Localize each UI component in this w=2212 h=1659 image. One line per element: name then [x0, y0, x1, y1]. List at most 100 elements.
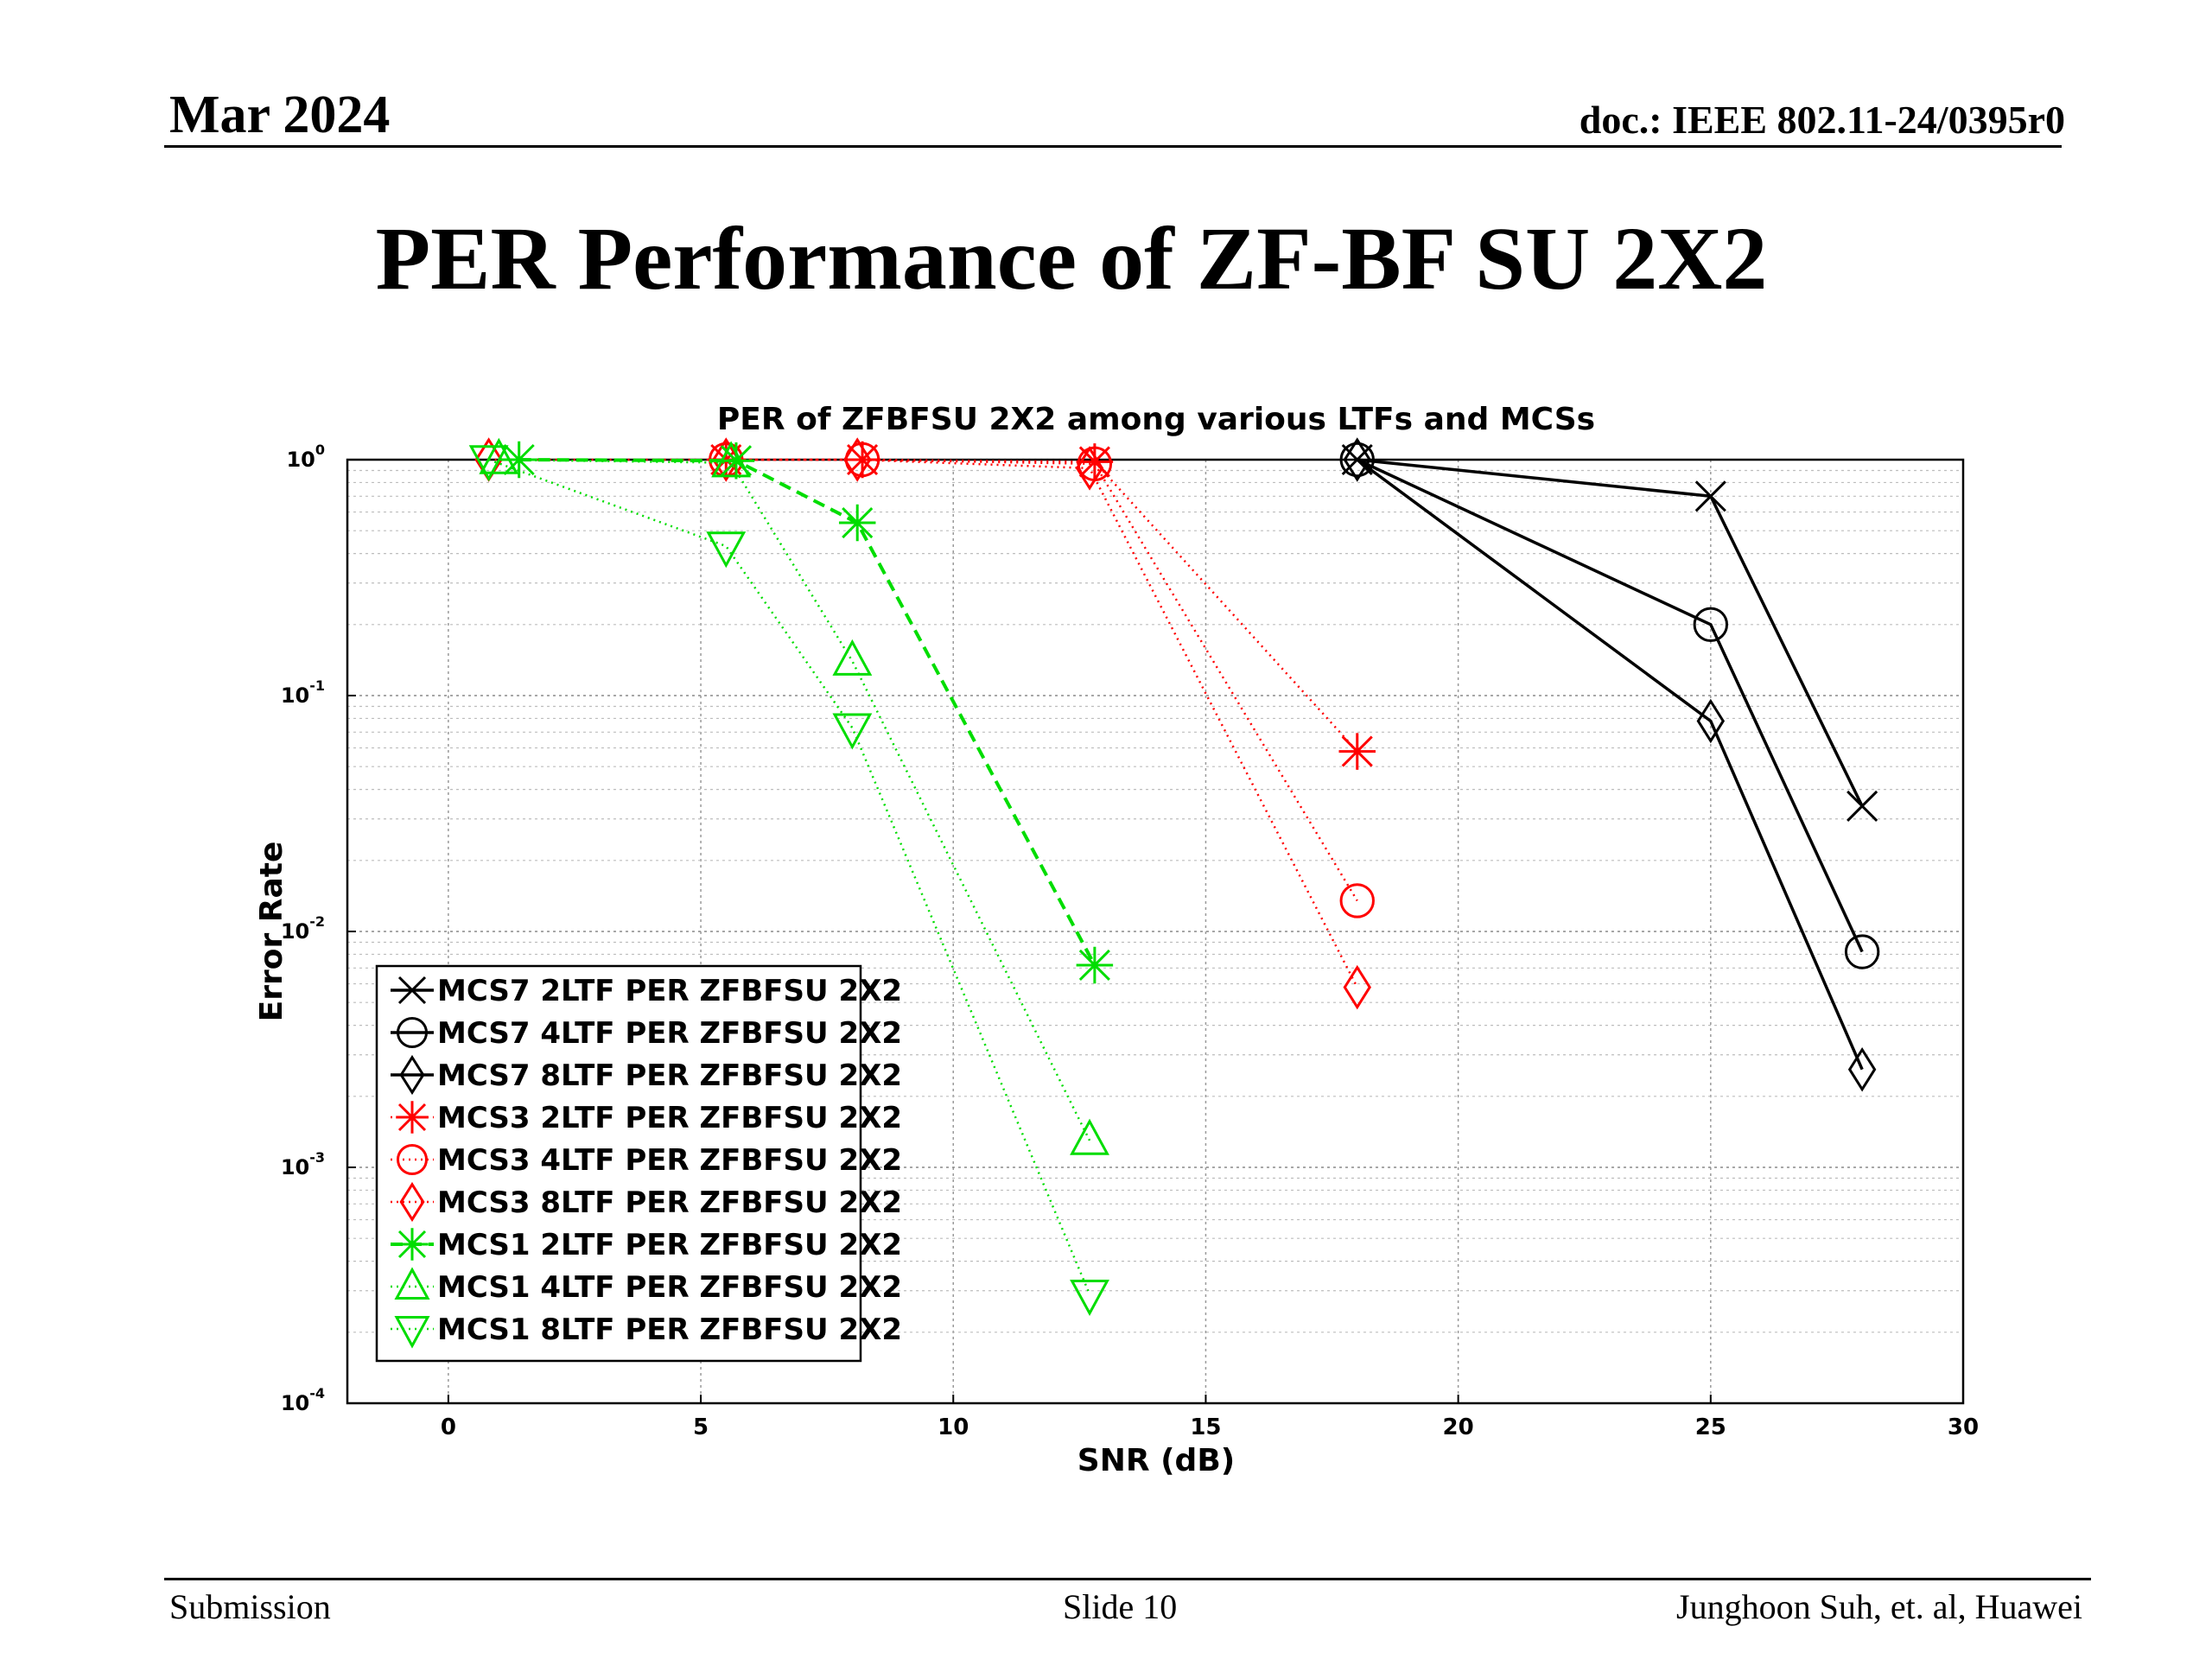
- series-line: [726, 458, 1358, 902]
- data-point: [1693, 607, 1729, 643]
- series-1: [1341, 443, 1878, 822]
- data-point: [1696, 698, 1726, 744]
- data-point: [1844, 934, 1880, 969]
- y-tick-exponent: 0: [315, 442, 325, 458]
- legend-entry: MCS3 2LTF PER ZFBFSU 2X2: [391, 1101, 902, 1135]
- y-tick-exponent: -3: [309, 1149, 325, 1166]
- y-tick-label: 10-1: [281, 677, 325, 708]
- series-2: [1339, 442, 1880, 969]
- footer-slide-number: Slide 10: [1063, 1587, 1178, 1626]
- marker-circle: [397, 1144, 428, 1175]
- y-tick-exponent: -2: [309, 913, 325, 930]
- legend-entry: MCS7 4LTF PER ZFBFSU 2X2: [391, 1016, 902, 1051]
- header-date: Mar 2024: [169, 86, 391, 144]
- legend-entry: MCS7 2LTF PER ZFBFSU 2X2: [391, 974, 902, 1008]
- series-line: [1357, 458, 1864, 807]
- legend-label: MCS3 8LTF PER ZFBFSU 2X2: [437, 1185, 902, 1220]
- marker-circle: [1844, 934, 1880, 969]
- series-line: [488, 458, 1091, 1295]
- data-point: [842, 437, 872, 482]
- series-3: [1343, 437, 1877, 1092]
- marker-diamond: [1696, 698, 1726, 744]
- data-point: [1338, 733, 1376, 770]
- legend-label: MCS1 4LTF PER ZFBFSU 2X2: [437, 1270, 902, 1305]
- marker-triangle-down: [1070, 1279, 1109, 1317]
- legend: MCS7 2LTF PER ZFBFSU 2X2 MCS7 4LTF PER ZF…: [375, 964, 902, 1363]
- footer-divider: [164, 1578, 2091, 1580]
- marker-x: [1847, 790, 1878, 822]
- marker-triangle-down: [706, 531, 747, 569]
- y-tick-label: 10-4: [281, 1385, 325, 1415]
- y-tick-exponent: -1: [309, 677, 325, 694]
- series-line: [488, 458, 1358, 988]
- data-point: [1847, 790, 1878, 822]
- footer-submission: Submission: [169, 1587, 331, 1626]
- data-point: [843, 441, 881, 479]
- y-tick-exponent: -4: [309, 1385, 325, 1402]
- data-point: [1076, 443, 1114, 480]
- footer-author: Junghoon Suh, et. al, Huawei: [1676, 1587, 2082, 1626]
- series-4: [708, 441, 1376, 770]
- x-tick-label: 15: [1190, 1414, 1221, 1440]
- series-6: [474, 437, 1371, 1010]
- marker-circle: [1339, 442, 1375, 478]
- marker-diamond: [1343, 437, 1371, 482]
- data-point: [712, 437, 741, 482]
- data-point: [1070, 1118, 1109, 1155]
- series-line: [518, 458, 1096, 966]
- marker-star: [500, 441, 537, 479]
- series-line: [1357, 458, 1864, 953]
- marker-star: [843, 441, 881, 479]
- data-point: [1847, 1046, 1877, 1092]
- marker-triangle-up: [1070, 1118, 1109, 1155]
- x-tick-label: 25: [1695, 1414, 1726, 1440]
- data-point: [1075, 446, 1104, 491]
- x-axis-label: SNR (dB): [1077, 1443, 1235, 1478]
- legend-label: MCS3 2LTF PER ZFBFSU 2X2: [437, 1101, 902, 1135]
- marker-diamond: [712, 437, 741, 482]
- legend-label: MCS7 4LTF PER ZFBFSU 2X2: [437, 1016, 902, 1051]
- marker-star: [396, 1101, 429, 1134]
- data-point: [479, 437, 519, 474]
- legend-entry: MCS3 4LTF PER ZFBFSU 2X2: [391, 1143, 902, 1178]
- series-5: [709, 442, 1375, 918]
- legend-entry: MCS3 8LTF PER ZFBFSU 2X2: [391, 1181, 902, 1223]
- x-tick-label: 0: [441, 1414, 456, 1440]
- marker-circle: [397, 1017, 428, 1048]
- marker-triangle-up: [479, 437, 519, 474]
- data-point: [1694, 480, 1726, 512]
- header-divider: [164, 145, 2062, 148]
- series-line: [1356, 458, 1864, 1071]
- legend-entry: MCS7 8LTF PER ZFBFSU 2X2: [391, 1054, 902, 1096]
- marker-diamond: [1075, 446, 1104, 491]
- marker-diamond: [399, 1054, 425, 1096]
- marker-circle: [1693, 607, 1729, 643]
- data-point: [832, 639, 873, 676]
- marker-triangle-up: [394, 1267, 430, 1300]
- marker-diamond: [1847, 1046, 1877, 1092]
- data-point: [1339, 883, 1375, 918]
- legend-label: MCS7 2LTF PER ZFBFSU 2X2: [437, 974, 902, 1008]
- x-tick-label: 30: [1948, 1414, 1979, 1440]
- data-point: [1343, 964, 1371, 1010]
- marker-diamond: [1343, 964, 1371, 1010]
- marker-circle: [1339, 883, 1375, 918]
- marker-star: [1076, 946, 1114, 984]
- marker-triangle-down: [832, 713, 873, 750]
- marker-star: [396, 1228, 429, 1261]
- legend-entry: MCS1 4LTF PER ZFBFSU 2X2: [391, 1267, 902, 1305]
- marker-triangle-down: [394, 1316, 430, 1349]
- chart-title: PER of ZFBFSU 2X2 among various LTFs and…: [717, 402, 1595, 437]
- marker-star: [1076, 443, 1114, 480]
- marker-star: [1338, 733, 1376, 770]
- legend-entry: MCS1 2LTF PER ZFBFSU 2X2: [391, 1228, 902, 1262]
- data-point: [706, 531, 747, 569]
- legend-label: MCS1 2LTF PER ZFBFSU 2X2: [437, 1228, 902, 1262]
- y-tick-label: 10-3: [281, 1149, 325, 1179]
- legend-label: MCS7 8LTF PER ZFBFSU 2X2: [437, 1058, 902, 1093]
- legend-label: MCS3 4LTF PER ZFBFSU 2X2: [437, 1143, 902, 1178]
- legend-box: [375, 964, 862, 1363]
- data-point: [1076, 946, 1114, 984]
- series-layer: [468, 437, 1880, 1317]
- x-tick-label: 10: [938, 1414, 969, 1440]
